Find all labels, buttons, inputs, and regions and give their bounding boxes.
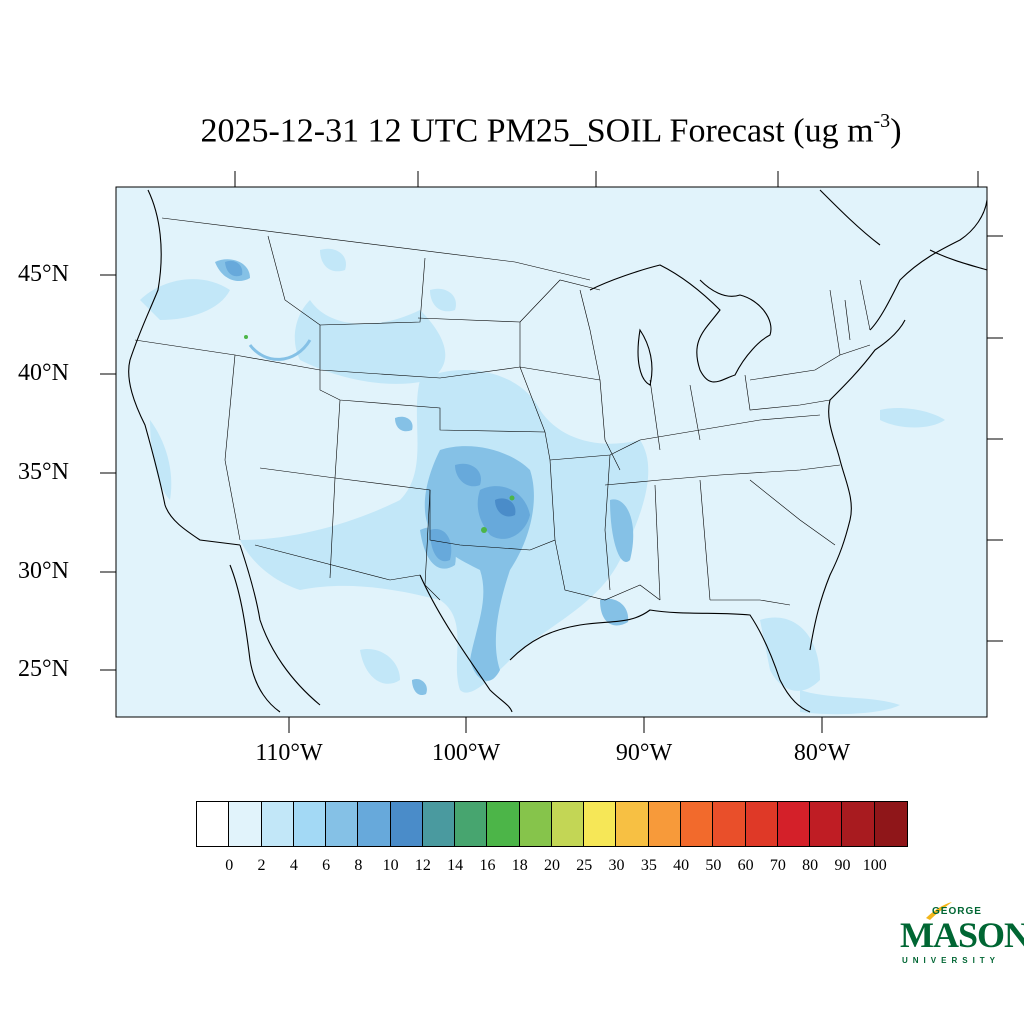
colorbar-box	[874, 802, 907, 846]
map-title: 2025-12-31 12 UTC PM25_SOIL Forecast (ug…	[115, 110, 987, 150]
colorbar-box	[487, 802, 520, 846]
colorbar-tick-label: 100	[862, 857, 887, 874]
logo-swoosh-icon	[926, 902, 952, 920]
colorbar-tick-label: 40	[673, 857, 690, 874]
lat-label-45: 45°N	[18, 261, 69, 287]
colorbar-tick-label: 4	[289, 857, 298, 874]
colorbar-tick-label: 50	[705, 857, 722, 874]
title-main: 2025-12-31 12 UTC PM25_SOIL Forecast (ug…	[200, 112, 874, 150]
colorbar-tick-label: 18	[511, 857, 528, 874]
colorbar-box	[680, 802, 714, 846]
lon-label-80w: 80°W	[793, 740, 851, 766]
colorbar-tick-label: 0	[225, 857, 234, 874]
colorbar-tick-label: 12	[414, 857, 431, 874]
colorbar-box	[261, 802, 294, 846]
colorbar-tick-label: 25	[576, 857, 593, 874]
colorbar	[196, 801, 908, 847]
colorbar-box	[842, 802, 875, 846]
colorbar-tick-label: 20	[544, 857, 560, 874]
colorbar-tick-label: 30	[608, 857, 625, 874]
colorbar-box	[326, 802, 359, 846]
colorbar-tick-label: 90	[834, 857, 851, 874]
colorbar-tick-label: 60	[737, 857, 754, 874]
colorbar-tick-label: 14	[447, 857, 464, 874]
colorbar-box	[358, 802, 391, 846]
coastlines	[128, 189, 987, 713]
state-boundaries	[134, 217, 871, 606]
lon-label-90w: 90°W	[615, 740, 673, 766]
title-suffix: )	[890, 112, 902, 150]
colorbar-box	[197, 802, 230, 846]
colorbar-tick-label: 70	[769, 857, 786, 874]
colorbar-box	[293, 802, 327, 846]
lat-label-40: 40°N	[18, 360, 69, 386]
colorbar-tick-label: 16	[479, 857, 496, 874]
logo-university: UNIVERSITY	[902, 956, 1001, 965]
lat-label-30: 30°N	[18, 558, 69, 584]
title-superscript: -3	[873, 110, 891, 132]
colorbar-tick-label: 6	[322, 857, 331, 874]
axis-ticks	[100, 171, 1003, 733]
colorbar-box	[229, 802, 262, 846]
colorbar-box	[519, 802, 552, 846]
colorbar-box	[648, 802, 681, 846]
colorbar-box	[810, 802, 843, 846]
lat-label-25: 25°N	[18, 656, 69, 682]
colorbar-tick-label: 2	[257, 857, 266, 874]
colorbar-tick-label: 8	[354, 857, 363, 874]
colorbar-tick-label: 10	[382, 857, 399, 874]
colorbar-box	[745, 802, 778, 846]
colorbar-box	[713, 802, 746, 846]
colorbar-box	[422, 802, 456, 846]
logo-mason: MASON	[900, 915, 1024, 955]
lat-label-35: 35°N	[18, 459, 69, 485]
colorbar-box	[455, 802, 488, 846]
colorbar-box	[777, 802, 811, 846]
lon-label-100w: 100°W	[431, 740, 501, 766]
colorbar-box	[551, 802, 585, 846]
logo-george: GEORGE	[932, 906, 982, 917]
lon-label-110w: 110°W	[255, 740, 323, 766]
colorbar-tick-label: 35	[640, 857, 657, 874]
colorbar-box	[616, 802, 649, 846]
colorbar-box	[584, 802, 617, 846]
colorbar-tick-label: 80	[802, 857, 819, 874]
concentration-field	[140, 248, 945, 715]
colorbar-box	[390, 802, 423, 846]
george-mason-logo: GEORGE MASON UNIVERSITY	[896, 898, 1024, 968]
